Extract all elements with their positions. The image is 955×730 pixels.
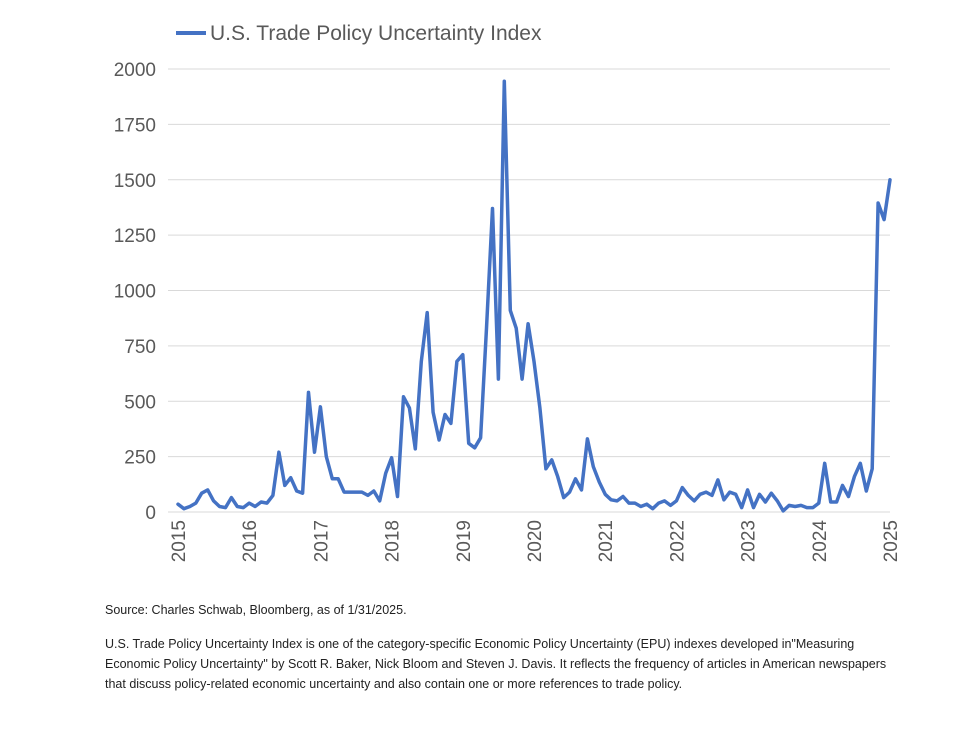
x-tick-label: 2016 xyxy=(240,520,261,562)
gridlines xyxy=(168,68,890,513)
chart-notes: Source: Charles Schwab, Bloomberg, as of… xyxy=(105,600,905,694)
series-line-0 xyxy=(176,79,892,513)
x-tick-label: 2021 xyxy=(596,520,617,562)
trade-policy-uncertainty-chart: U.S. Trade Policy Uncertainty Index 0 250… xyxy=(114,22,902,563)
x-tick-label: 2023 xyxy=(739,520,760,562)
y-tick-label: 250 xyxy=(124,448,156,469)
x-axis: 2015 2016 2017 2018 2019 2020 2021 2022 2023 2024… xyxy=(169,520,902,563)
source-note: Source: Charles Schwab, Bloomberg, as of… xyxy=(105,603,407,617)
x-tick-label: 2019 xyxy=(454,520,475,562)
index-description: U.S. Trade Policy Uncertainty Index is o… xyxy=(105,637,887,691)
x-tick-label: 2022 xyxy=(667,520,688,562)
x-tick-label: 2017 xyxy=(311,520,332,562)
y-tick-label: 750 xyxy=(124,337,156,358)
x-tick-label: 2018 xyxy=(383,520,404,562)
legend-label: U.S. Trade Policy Uncertainty Index xyxy=(210,22,542,45)
y-tick-label: 1250 xyxy=(114,226,156,247)
chart-legend: U.S. Trade Policy Uncertainty Index xyxy=(176,22,542,45)
y-tick-label: 2000 xyxy=(114,60,156,81)
y-tick-label: 0 xyxy=(145,503,156,524)
y-tick-label: 500 xyxy=(124,392,156,413)
series-layer xyxy=(176,79,892,513)
y-tick-label: 1000 xyxy=(114,282,156,303)
y-tick-label: 1750 xyxy=(114,115,156,136)
x-tick-label: 2024 xyxy=(810,520,831,563)
x-tick-label: 2025 xyxy=(881,520,902,562)
x-tick-label: 2020 xyxy=(525,520,546,562)
x-tick-label: 2015 xyxy=(169,520,190,562)
y-axis: 0 250 500 750 1000 1250 1500 1750 2000 xyxy=(114,60,156,524)
y-tick-label: 1500 xyxy=(114,171,156,192)
